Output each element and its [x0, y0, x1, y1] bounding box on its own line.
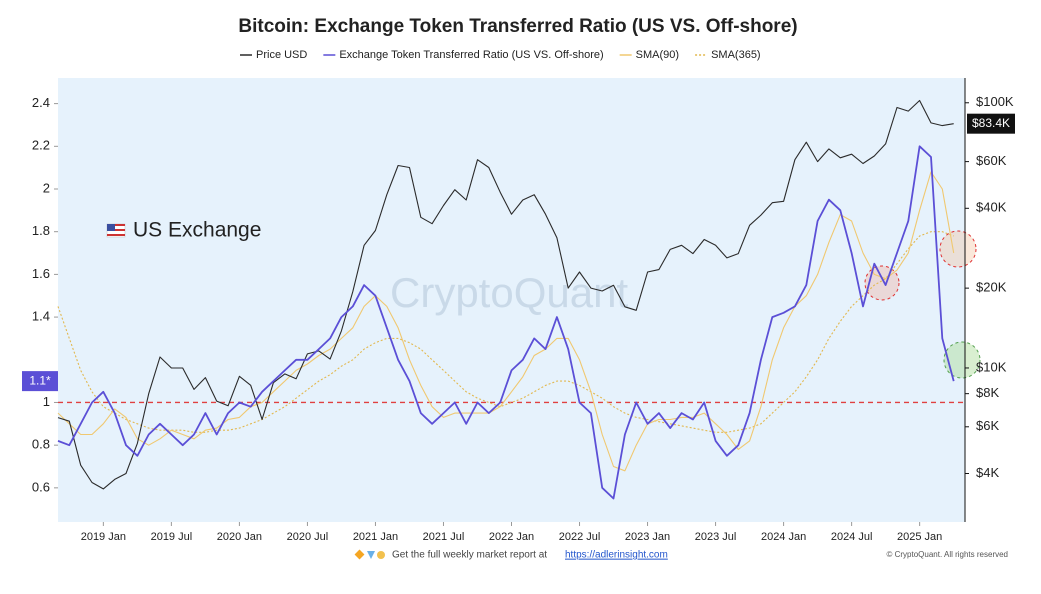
y2-tick-label: $8K	[976, 385, 999, 400]
x-tick-label: 2020 Jan	[217, 531, 262, 543]
annotation: US Exchange	[133, 219, 261, 242]
highlight-circle	[939, 230, 977, 268]
value-badge	[967, 113, 1015, 134]
y2-tick-label: $40K	[976, 200, 1007, 215]
x-tick-label: 2023 Jul	[695, 531, 737, 543]
y-tick-label: 2.2	[32, 138, 50, 153]
x-tick-label: 2025 Jan	[897, 531, 942, 543]
y-tick-label: 2	[43, 180, 50, 195]
value-badge	[22, 371, 58, 392]
copyright: © CryptoQuant. All rights reserved	[887, 550, 1009, 559]
x-tick-label: 2022 Jul	[559, 531, 601, 543]
y2-tick-label: $20K	[976, 280, 1007, 295]
plot-background	[58, 78, 965, 522]
y2-tick-label: $10K	[976, 359, 1007, 374]
y-tick-label: 1	[43, 394, 50, 409]
series-line	[57, 99, 954, 490]
y-tick-label: 0.6	[32, 479, 50, 494]
value-badge-label: $83.4K	[972, 116, 1010, 130]
y-tick-label: 0.8	[32, 437, 50, 452]
y-tick-label: 1.8	[32, 223, 50, 238]
y-tick-label: 2.4	[32, 95, 50, 110]
legend-label: Price USD	[256, 49, 307, 61]
series-line	[57, 171, 955, 472]
x-tick-label: 2021 Jan	[353, 531, 398, 543]
footer-link[interactable]: https://adlerinsight.com	[565, 550, 668, 561]
y2-tick-label: $100K	[976, 94, 1014, 109]
value-badge-label: 1.1*	[29, 373, 51, 387]
series-line	[57, 145, 955, 500]
y-tick-label: 1.6	[32, 266, 50, 281]
y-tick-label: 1.4	[32, 309, 50, 324]
x-tick-label: 2024 Jan	[761, 531, 806, 543]
y2-tick-label: $60K	[976, 153, 1007, 168]
legend-label: SMA(90)	[636, 49, 679, 61]
x-tick-label: 2022 Jan	[489, 531, 534, 543]
highlight-circle	[943, 341, 981, 379]
y2-tick-label: $6K	[976, 418, 999, 433]
chart-title: Bitcoin: Exchange Token Transferred Rati…	[238, 16, 797, 37]
x-tick-label: 2023 Jan	[625, 531, 670, 543]
x-tick-label: 2024 Jul	[831, 531, 873, 543]
legend-label: SMA(365)	[711, 49, 761, 61]
footer-text: Get the full weekly market report at	[392, 550, 547, 561]
x-tick-label: 2021 Jul	[423, 531, 465, 543]
legend-label: Exchange Token Transferred Ratio (US VS.…	[339, 49, 603, 61]
footer-icons	[354, 549, 385, 560]
x-tick-label: 2019 Jan	[81, 531, 126, 543]
y2-tick-label: $4K	[976, 465, 999, 480]
x-tick-label: 2019 Jul	[151, 531, 193, 543]
series-line	[57, 231, 954, 433]
x-tick-label: 2020 Jul	[287, 531, 329, 543]
legend: Price USD Exchange Token Transferred Rati…	[240, 49, 761, 61]
flag	[106, 223, 126, 238]
watermark: CryptoQuant	[390, 269, 628, 316]
